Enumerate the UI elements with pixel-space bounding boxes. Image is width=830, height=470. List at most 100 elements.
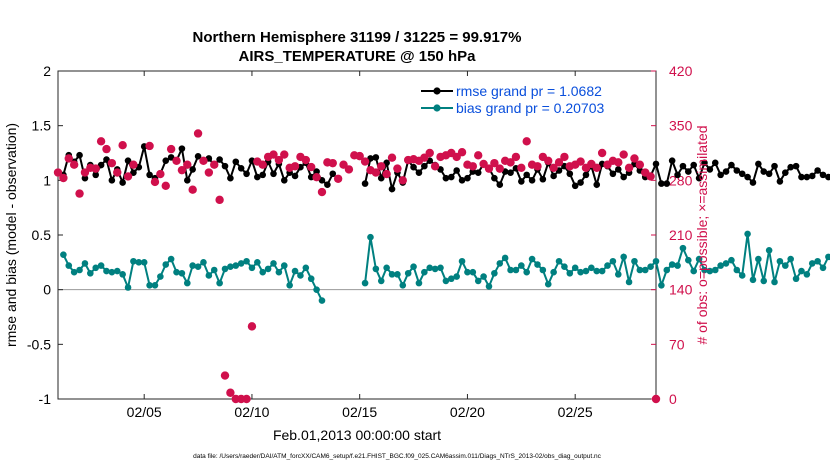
rmse-point <box>227 174 234 182</box>
obs-count-point <box>619 150 628 159</box>
rmse-point <box>108 177 116 184</box>
obs-count-point <box>129 160 138 169</box>
bias-point <box>469 268 477 276</box>
obs-count-point <box>307 162 316 172</box>
bias-point <box>792 275 800 283</box>
bias-point <box>270 260 277 267</box>
bias-point <box>501 254 509 262</box>
obs-count-point <box>430 162 440 171</box>
bias-point <box>582 267 590 275</box>
bias-point <box>706 267 714 275</box>
bias-point <box>437 264 444 272</box>
bias-point <box>113 267 121 275</box>
bias-point <box>728 256 735 264</box>
x-tick-label: 02/10 <box>234 404 269 420</box>
bias-point <box>609 257 617 265</box>
obs-count-point <box>387 153 397 162</box>
bias-point <box>173 268 180 276</box>
bias-point <box>674 262 681 269</box>
obs-count-point <box>554 158 564 167</box>
footer-data-file: data file: /Users/raeder/DAI/ATM_forcXX/… <box>193 453 602 460</box>
rmse-point <box>421 162 428 170</box>
obs-count-point <box>614 158 623 167</box>
bias-point <box>426 264 434 272</box>
rmse-point <box>776 178 784 185</box>
obs-count-point <box>522 137 531 146</box>
bias-point <box>679 244 687 252</box>
bias-point <box>442 277 450 285</box>
rmse-point <box>539 175 547 183</box>
obs-count-point <box>635 160 645 169</box>
bias-point <box>254 259 261 266</box>
obs-count-point <box>398 176 407 185</box>
obs-count-point <box>506 158 515 167</box>
bias-point <box>787 255 794 263</box>
obs-count-point <box>59 173 68 183</box>
bias-point <box>318 297 326 304</box>
obs-count-point <box>393 164 402 173</box>
obs-count-point <box>377 162 386 171</box>
obs-count-point <box>177 165 187 175</box>
bias-point <box>415 279 423 287</box>
bias-point <box>119 271 126 278</box>
rmse-point <box>372 154 380 161</box>
rmse-point <box>755 160 762 168</box>
obs-count-point <box>344 165 354 174</box>
obs-count-point <box>544 156 553 166</box>
rmse-point <box>685 168 692 175</box>
rmse-point <box>825 173 830 181</box>
rmse-point <box>447 173 455 181</box>
bias-point <box>280 262 288 269</box>
bias-point <box>394 271 401 278</box>
y-left-tick-label: 0 <box>43 282 51 298</box>
rmse-point <box>496 181 504 189</box>
bias-point <box>485 283 493 290</box>
obs-count-point <box>64 154 73 163</box>
rmse-point <box>722 168 730 175</box>
bias-point <box>808 260 816 267</box>
bias-point <box>631 257 638 265</box>
rmse-point <box>329 170 337 178</box>
rmse-point <box>324 181 331 189</box>
bias-point <box>124 284 132 291</box>
rmse-point <box>550 172 557 180</box>
rmse-point <box>744 173 751 181</box>
rmse-point <box>674 171 681 179</box>
bias-point <box>194 263 202 271</box>
bias-point <box>286 281 293 289</box>
bias-point <box>577 268 584 276</box>
bias-point <box>798 267 805 275</box>
obs-count-point <box>53 168 63 177</box>
bias-point <box>404 269 412 277</box>
bias-point <box>216 279 223 287</box>
obs-count-point <box>166 144 176 154</box>
bias-point <box>361 279 369 287</box>
rmse-point <box>798 173 805 181</box>
obs-count-point <box>161 181 170 190</box>
bias-point <box>507 266 514 274</box>
y-left-tick-label: 0.5 <box>32 227 52 243</box>
bias-point <box>561 263 568 271</box>
bias-point <box>636 266 644 274</box>
bias-point <box>518 262 525 269</box>
bias-point <box>647 263 654 271</box>
x-tick-label: 02/20 <box>450 404 485 420</box>
bias-point <box>157 273 164 280</box>
obs-count-point <box>258 160 267 169</box>
bias-point <box>571 264 579 272</box>
bias-point <box>275 268 283 276</box>
obs-count-point <box>355 151 364 161</box>
rmse-point <box>663 180 671 187</box>
y-right-tick-label: 70 <box>669 336 685 352</box>
bias-point <box>151 281 159 289</box>
obs-count-point <box>204 168 214 177</box>
bias-point <box>749 276 757 284</box>
rmse-point <box>733 167 741 174</box>
rmse-point <box>738 170 746 178</box>
bias-point <box>685 256 692 264</box>
bias-point <box>140 259 148 266</box>
obs-count-point <box>215 195 224 205</box>
rmse-point <box>280 177 288 184</box>
x-tick-label: 02/15 <box>342 404 377 420</box>
rmse-point <box>453 167 460 174</box>
